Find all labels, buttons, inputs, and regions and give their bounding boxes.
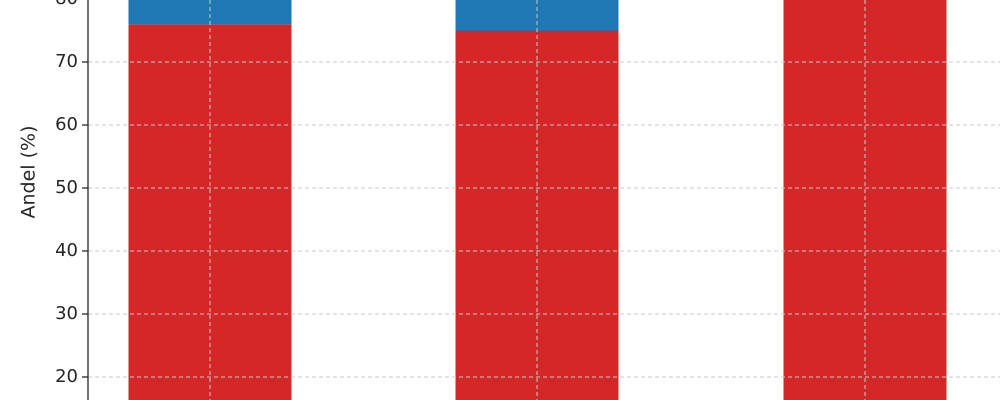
y-axis: 20 30 40 50 60 70 80	[55, 0, 89, 400]
y-tick-label: 60	[55, 114, 78, 135]
y-tick-label: 40	[55, 240, 78, 261]
y-axis-label: Andel (%)	[18, 126, 40, 219]
y-tick-label: 50	[55, 177, 78, 198]
y-tick-label: 20	[55, 366, 78, 387]
y-tick-label: 70	[55, 51, 78, 72]
bar-segment-blue	[128, 0, 292, 25]
y-tick-label: 80	[55, 0, 78, 9]
y-tick-label: 30	[55, 303, 78, 324]
y-gridlines	[88, 61, 1000, 378]
x-gridlines	[209, 0, 866, 400]
